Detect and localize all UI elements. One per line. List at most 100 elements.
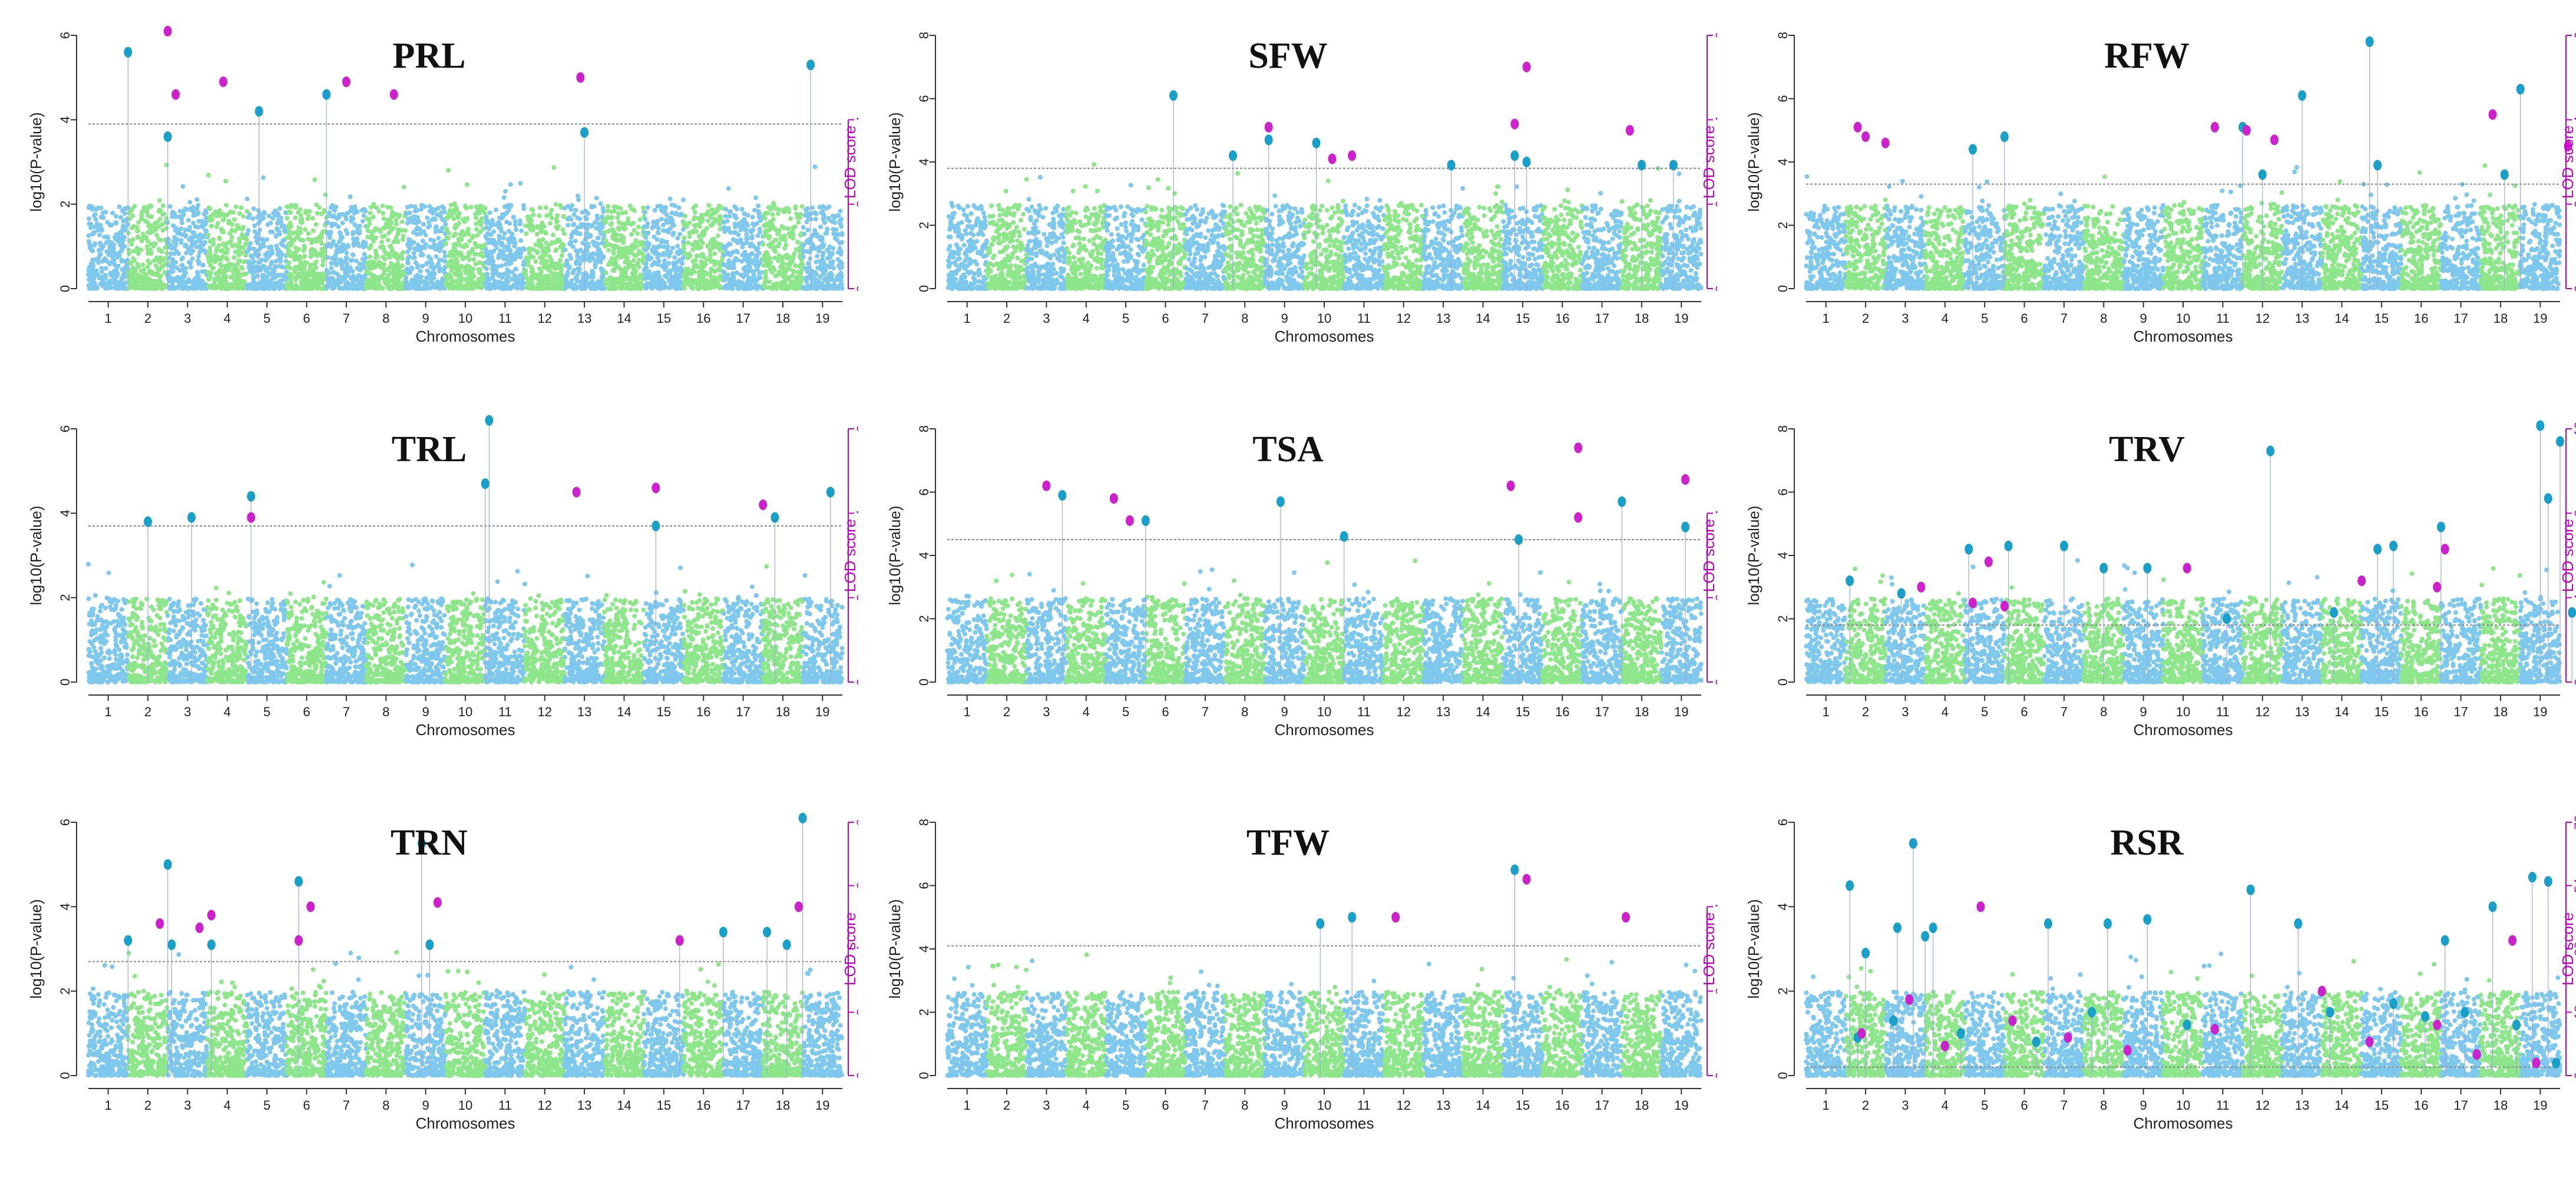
- snp-point: [782, 226, 787, 231]
- snp-point: [418, 247, 423, 253]
- snp-point: [509, 234, 514, 239]
- left-tick-label: 4: [58, 116, 72, 123]
- snp-point: [151, 244, 156, 249]
- snp-point: [451, 244, 457, 249]
- snp-point: [791, 225, 796, 230]
- snp-point: [223, 178, 229, 184]
- snp-point: [363, 243, 368, 249]
- snp-point: [349, 219, 354, 224]
- snp-point: [382, 226, 387, 231]
- snp-point: [758, 275, 763, 280]
- snp-point: [662, 251, 667, 256]
- snp-point: [207, 249, 213, 254]
- snp-point: [167, 269, 172, 274]
- snp-point: [338, 231, 343, 236]
- snp-point: [596, 253, 601, 258]
- snp-point: [309, 247, 315, 252]
- snp-point: [244, 237, 249, 242]
- snp-point: [154, 271, 159, 276]
- snp-point: [823, 267, 828, 273]
- snp-point: [252, 223, 257, 229]
- snp-point: [442, 250, 447, 254]
- snp-point: [375, 254, 380, 259]
- snp-point: [95, 256, 101, 262]
- snp-point: [727, 214, 732, 219]
- snp-point: [280, 243, 285, 248]
- snp-point: [143, 286, 148, 291]
- snp-point: [696, 234, 702, 239]
- snp-point: [596, 279, 601, 284]
- snp-point: [386, 278, 391, 283]
- snp-point: [782, 233, 788, 239]
- snp-point: [557, 239, 562, 244]
- lod-peak-marker: [219, 76, 228, 87]
- snp-point: [656, 230, 661, 236]
- snp-point: [243, 253, 248, 258]
- snp-point: [551, 165, 557, 170]
- snp-point: [570, 286, 576, 291]
- snp-point: [434, 254, 439, 259]
- snp-point: [385, 237, 391, 243]
- snp-point: [260, 175, 266, 180]
- snp-point: [584, 231, 590, 236]
- snp-point: [230, 269, 236, 274]
- snp-point: [705, 243, 710, 249]
- snp-point: [575, 272, 580, 277]
- snp-point: [372, 282, 376, 286]
- snp-point: [444, 226, 449, 231]
- snp-point: [146, 205, 151, 210]
- snp-point: [153, 263, 158, 269]
- snp-point: [297, 237, 303, 242]
- snp-point: [838, 209, 843, 214]
- snp-point: [289, 203, 294, 208]
- snp-point: [235, 223, 240, 228]
- snp-point: [239, 232, 244, 237]
- snp-point: [698, 244, 703, 250]
- snp-point: [454, 270, 459, 276]
- snp-point: [87, 245, 92, 250]
- snp-point: [765, 263, 770, 268]
- snp-point: [775, 211, 781, 216]
- snp-point: [619, 286, 624, 291]
- snp-point: [513, 255, 518, 260]
- snp-point: [489, 240, 494, 245]
- snp-point: [631, 258, 636, 263]
- snp-point: [659, 217, 664, 221]
- snp-point: [501, 235, 506, 240]
- snp-point: [395, 272, 400, 277]
- snp-point: [391, 269, 396, 274]
- snp-point: [499, 243, 504, 248]
- snp-point: [448, 213, 454, 219]
- snp-point: [358, 274, 363, 280]
- snp-point: [770, 223, 775, 228]
- snp-point: [184, 244, 189, 249]
- snp-point: [735, 257, 740, 263]
- snp-point: [544, 213, 549, 219]
- snp-point: [188, 286, 193, 291]
- snp-point: [823, 285, 828, 290]
- snp-point: [641, 205, 646, 210]
- snp-point: [270, 216, 276, 221]
- snp-point: [484, 214, 489, 220]
- snp-point: [717, 203, 722, 209]
- snp-point: [95, 206, 101, 210]
- snp-point: [470, 235, 475, 240]
- snp-point: [195, 211, 200, 217]
- snp-point: [217, 243, 222, 248]
- snp-point: [310, 216, 316, 221]
- snp-point: [334, 243, 339, 248]
- snp-point: [177, 214, 182, 219]
- snp-point: [111, 246, 117, 252]
- snp-point: [623, 246, 629, 252]
- snp-point: [327, 235, 332, 240]
- snp-point: [478, 271, 483, 276]
- snp-point: [143, 282, 148, 287]
- snp-point: [657, 274, 662, 279]
- snp-point: [254, 273, 260, 279]
- snp-point: [607, 259, 613, 264]
- snp-point: [319, 286, 324, 291]
- snp-point: [695, 279, 700, 285]
- snp-point: [474, 204, 479, 210]
- snp-point: [731, 262, 736, 267]
- snp-point: [178, 226, 184, 231]
